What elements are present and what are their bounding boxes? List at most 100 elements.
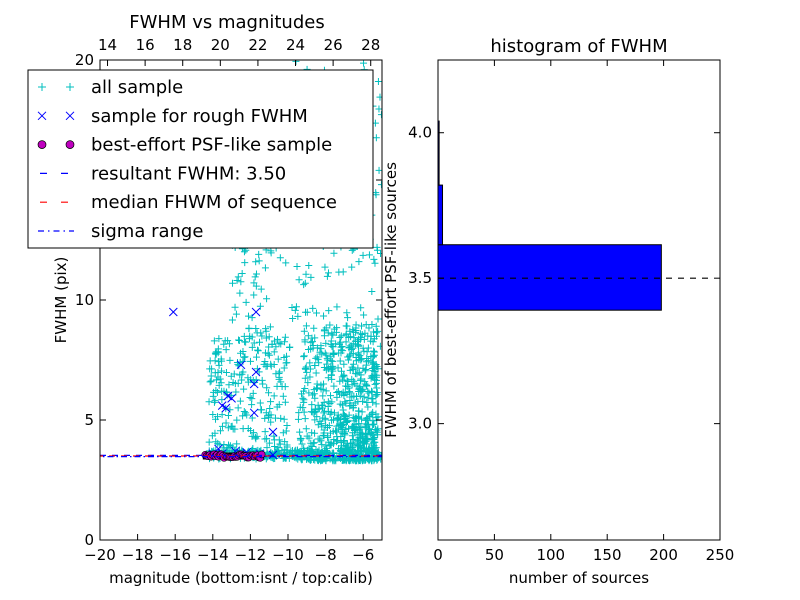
all-sample-point [276,254,284,262]
all-sample-point [360,311,368,319]
all-sample-point [240,353,248,361]
all-sample-point [224,337,232,345]
all-sample-point [301,279,309,287]
all-sample-point [320,429,328,437]
all-sample-point [320,409,328,417]
all-sample-point [216,427,224,435]
all-sample-point [262,334,270,342]
all-sample-point [352,328,360,336]
all-sample-point [316,348,324,356]
all-sample-point [256,338,263,346]
all-sample-point [212,387,220,395]
all-sample-point [281,398,289,406]
all-sample-point [363,399,371,407]
all-sample-point [352,357,360,365]
all-sample-point [303,432,311,440]
all-sample-point [349,366,357,374]
all-sample-point [254,347,262,355]
all-sample-point [317,342,325,350]
all-sample-point [301,364,309,372]
left-x-tick-label: −8 [315,546,337,564]
all-sample-point [328,416,336,424]
rough-fwhm-point [221,403,231,413]
all-sample-point [217,379,225,387]
all-sample-point [252,270,260,278]
all-sample-point [356,352,364,360]
all-sample-point [275,369,283,377]
all-sample-point [246,357,254,365]
all-sample-point [294,415,302,423]
all-sample-point [345,384,353,392]
all-sample-point [258,332,266,340]
all-sample-point [263,435,271,443]
all-sample-point [283,359,291,367]
all-sample-point [349,429,357,437]
all-sample-point [236,397,244,405]
all-sample-point [342,331,350,339]
all-sample-point [302,363,310,371]
all-sample-point [265,343,273,351]
all-sample-point [302,270,310,278]
all-sample-point [320,332,328,340]
all-sample-point [375,105,382,113]
all-sample-point [328,365,336,373]
all-sample-point [357,304,365,312]
all-sample-point [377,250,382,258]
all-sample-point [242,298,250,306]
all-sample-point [322,324,330,332]
all-sample-point [319,386,327,394]
all-sample-point [317,437,325,445]
all-sample-point [294,447,302,455]
all-sample-point [235,336,243,344]
all-sample-point [318,423,326,431]
all-sample-point [345,447,353,455]
all-sample-point [281,383,289,391]
all-sample-point [308,401,316,409]
all-sample-point [373,384,381,392]
all-sample-point [365,421,373,429]
all-sample-point [312,354,320,362]
all-sample-point [211,429,219,437]
all-sample-point [323,272,331,280]
all-sample-point [357,423,365,431]
legend-marker [37,111,47,121]
all-sample-point [376,342,382,350]
all-sample-point [267,398,275,406]
all-sample-point [259,380,267,388]
all-sample-point [314,435,322,443]
all-sample-point [330,382,338,390]
all-sample-point [337,367,345,375]
all-sample-point [324,403,332,411]
all-sample-point [336,377,344,385]
all-sample-point [375,166,382,174]
all-sample-point [369,398,377,406]
all-sample-point [277,340,285,348]
all-sample-point [339,406,347,414]
all-sample-point [361,367,369,375]
all-sample-point [363,355,371,363]
all-sample-point [326,410,334,418]
all-sample-point [256,399,264,407]
all-sample-point [226,442,234,450]
left-x-axis-label: magnitude (bottom:isnt / top:calib) [109,569,373,587]
all-sample-point [367,374,375,382]
all-sample-point [212,376,220,384]
all-sample-point [307,273,315,281]
all-sample-point [248,414,256,422]
all-sample-point [329,367,337,375]
all-sample-point [265,389,273,397]
all-sample-point [374,77,382,85]
all-sample-point [360,60,368,67]
all-sample-point [252,325,260,333]
all-sample-point [250,291,258,299]
all-sample-point [349,435,357,443]
all-sample-point [325,307,333,315]
all-sample-point [330,249,338,257]
all-sample-point [330,409,338,417]
all-sample-point [261,414,269,422]
all-sample-point [355,385,363,393]
all-sample-point [300,327,308,335]
left-y-tick-label: 5 [84,411,94,429]
all-sample-point [371,380,379,388]
all-sample-point [346,350,354,358]
